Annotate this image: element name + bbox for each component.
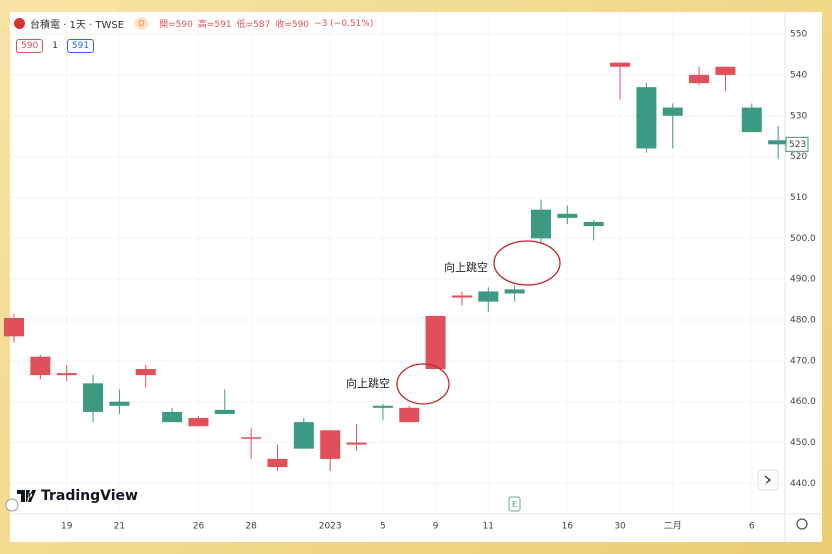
scroll-button[interactable]: [757, 469, 779, 491]
candle-body: [715, 66, 736, 75]
x-tick-label: 30: [614, 522, 626, 532]
interval-badge: D: [135, 17, 149, 30]
candle-body: [610, 62, 631, 67]
last-price-label: 523: [789, 140, 806, 150]
y-tick-label: 490.0: [790, 275, 816, 285]
candle-body: [662, 107, 683, 116]
x-tick-label: 11: [483, 522, 494, 532]
quantity: 1: [52, 41, 58, 51]
candle-body: [346, 442, 367, 445]
annotation: 向上跳空: [444, 260, 488, 274]
candle-body: [109, 401, 130, 406]
x-tick-label: 19: [61, 522, 73, 532]
candle-body: [636, 87, 657, 149]
y-tick-label: 460.0: [790, 397, 816, 407]
x-tick-label: 26: [193, 522, 205, 532]
x-tick-label: 6: [749, 522, 755, 532]
y-tick-label: 500.0: [790, 234, 816, 244]
ohlc-field: 收=590: [275, 20, 310, 30]
y-tick-label: 540: [790, 70, 807, 80]
candle-body: [267, 458, 288, 468]
y-tick-label: 480.0: [790, 316, 816, 326]
candle-body: [583, 221, 604, 227]
candle-body: [557, 213, 578, 218]
event-marker-box: [508, 496, 521, 512]
candle-body: [83, 383, 104, 412]
annotation: 向上跳空: [346, 376, 390, 390]
candle-body: [689, 74, 710, 84]
ohlc-field: 開=590: [159, 20, 193, 30]
candle-body: [4, 317, 24, 337]
x-tick-label: 21: [114, 522, 125, 532]
ohlc-field: −3 (−0.51%): [314, 18, 374, 29]
candle-body: [162, 411, 183, 423]
candle-body: [214, 409, 235, 414]
candle-body: [320, 430, 341, 459]
buy-price[interactable]: 591: [66, 39, 95, 53]
sell-price[interactable]: 590: [16, 39, 44, 53]
x-tick-label: 2023: [319, 522, 342, 532]
brand-logo: [17, 490, 36, 502]
symbol: 台積電 · 1天 · TWSE: [30, 20, 125, 31]
candle-body: [188, 418, 209, 427]
candle-body: [451, 295, 472, 298]
last-price-tag: [785, 136, 809, 152]
symbol-logo: [14, 18, 25, 29]
x-tick-label: 9: [433, 522, 439, 532]
gap-highlight: [493, 240, 561, 286]
candle-body: [741, 107, 762, 133]
scale-button[interactable]: [5, 498, 19, 512]
y-tick-label: 550: [790, 30, 807, 40]
brand-name: TradingView: [41, 488, 138, 504]
y-tick-label: 520: [790, 152, 807, 162]
candle-body: [399, 407, 420, 423]
candle-body: [372, 405, 393, 408]
chart-panel: [10, 12, 822, 542]
legend: 台積電 · 1天 · TWSE D 開=590 高=591 低=587 收=590 −3…: [14, 16, 373, 31]
ohlc-field: 低=587: [236, 20, 271, 30]
candle-body: [531, 209, 551, 239]
candle-body: [768, 140, 789, 145]
candle-body: [425, 315, 446, 370]
order-row: 590 1 591: [16, 39, 95, 53]
y-tick-label: 530: [790, 111, 807, 121]
x-tick-label: 5: [380, 522, 386, 532]
candle-body: [293, 422, 314, 449]
candle-body: [56, 373, 77, 376]
y-tick-label: 470.0: [790, 356, 816, 366]
candle-body: [30, 356, 51, 376]
candle-body: [504, 289, 525, 294]
y-tick-label: 440.0: [790, 479, 816, 489]
gap-highlight: [396, 363, 450, 405]
event-marker: E: [512, 500, 517, 509]
branding: TradingView: [17, 488, 138, 504]
scroll-icon: [764, 475, 772, 485]
settings-button[interactable]: [796, 518, 808, 530]
y-tick-label: 510: [790, 193, 807, 203]
ohlc-field: 高=591: [197, 20, 232, 30]
x-tick-label: 二月: [664, 521, 682, 532]
x-tick-label: 16: [562, 522, 574, 532]
candle-body: [135, 369, 156, 376]
candle-body: [241, 437, 262, 439]
candle-body: [478, 291, 499, 302]
y-tick-label: 450.0: [790, 438, 816, 448]
x-tick-label: 28: [245, 522, 257, 532]
